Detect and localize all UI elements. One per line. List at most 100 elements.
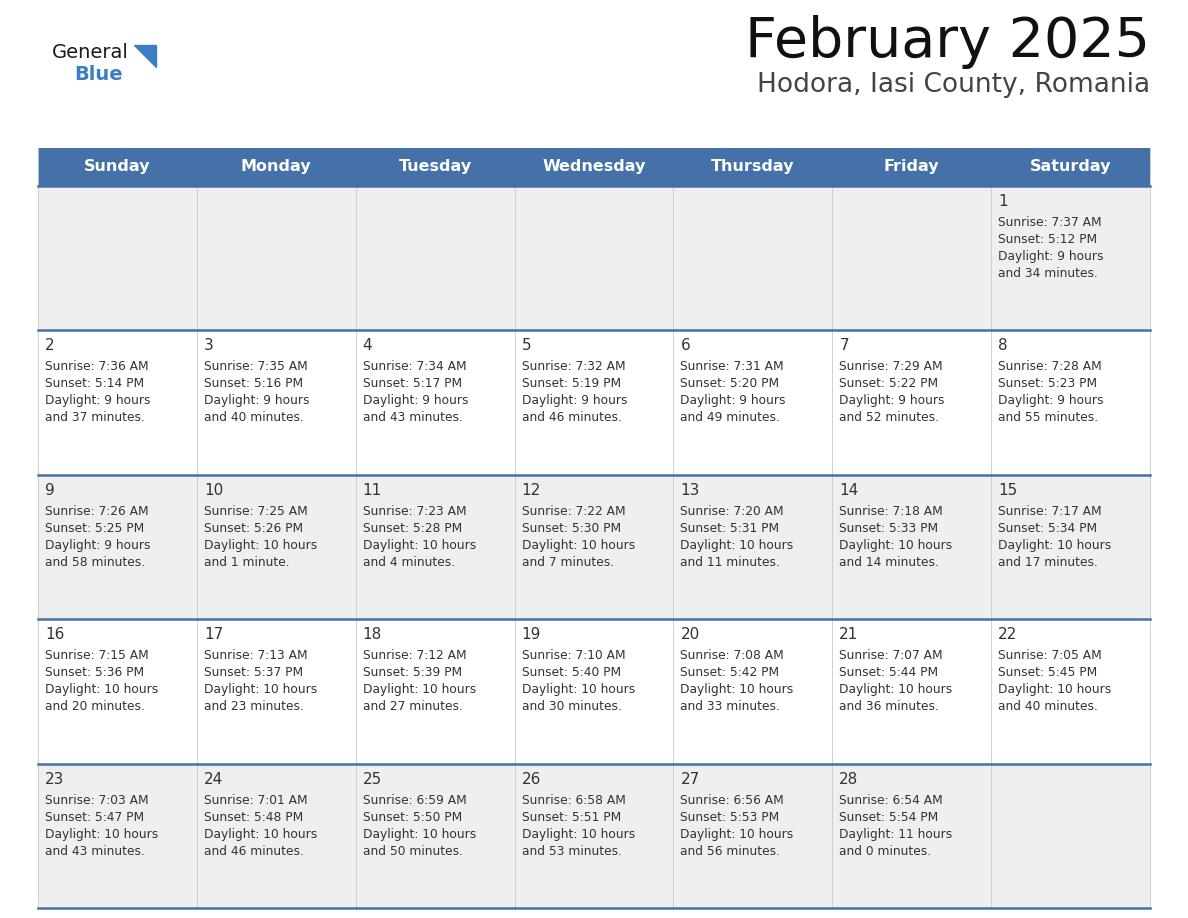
Text: Daylight: 9 hours: Daylight: 9 hours: [522, 395, 627, 408]
Text: Daylight: 11 hours: Daylight: 11 hours: [839, 828, 953, 841]
Text: 2: 2: [45, 339, 55, 353]
Text: Sunrise: 7:37 AM: Sunrise: 7:37 AM: [998, 216, 1101, 229]
Text: 6: 6: [681, 339, 690, 353]
Text: Sunrise: 6:54 AM: Sunrise: 6:54 AM: [839, 793, 943, 807]
Bar: [38, 620, 1150, 764]
Text: Sunset: 5:45 PM: Sunset: 5:45 PM: [998, 666, 1098, 679]
Text: Daylight: 10 hours: Daylight: 10 hours: [204, 683, 317, 696]
Text: Friday: Friday: [884, 160, 940, 174]
Text: Sunrise: 7:23 AM: Sunrise: 7:23 AM: [362, 505, 467, 518]
Text: 4: 4: [362, 339, 372, 353]
Text: Sunrise: 7:07 AM: Sunrise: 7:07 AM: [839, 649, 943, 662]
Text: Daylight: 9 hours: Daylight: 9 hours: [204, 395, 309, 408]
Text: and 56 minutes.: and 56 minutes.: [681, 845, 781, 857]
Text: Daylight: 10 hours: Daylight: 10 hours: [998, 683, 1112, 696]
Text: Sunset: 5:30 PM: Sunset: 5:30 PM: [522, 521, 620, 535]
Text: Daylight: 10 hours: Daylight: 10 hours: [998, 539, 1112, 552]
Text: Daylight: 9 hours: Daylight: 9 hours: [45, 539, 151, 552]
Text: Daylight: 9 hours: Daylight: 9 hours: [45, 395, 151, 408]
Text: and 36 minutes.: and 36 minutes.: [839, 700, 940, 713]
Text: and 23 minutes.: and 23 minutes.: [204, 700, 304, 713]
Text: 7: 7: [839, 339, 849, 353]
Text: and 43 minutes.: and 43 minutes.: [362, 411, 462, 424]
Text: Daylight: 9 hours: Daylight: 9 hours: [839, 395, 944, 408]
Text: Sunrise: 7:20 AM: Sunrise: 7:20 AM: [681, 505, 784, 518]
Text: Sunset: 5:39 PM: Sunset: 5:39 PM: [362, 666, 462, 679]
Text: and 37 minutes.: and 37 minutes.: [45, 411, 145, 424]
Text: Sunset: 5:47 PM: Sunset: 5:47 PM: [45, 811, 144, 823]
Text: Wednesday: Wednesday: [542, 160, 646, 174]
Text: and 4 minutes.: and 4 minutes.: [362, 555, 455, 569]
Bar: [38, 148, 1150, 186]
Bar: [38, 475, 1150, 620]
Text: Sunrise: 7:29 AM: Sunrise: 7:29 AM: [839, 361, 943, 374]
Text: Sunrise: 7:13 AM: Sunrise: 7:13 AM: [204, 649, 308, 662]
Text: and 0 minutes.: and 0 minutes.: [839, 845, 931, 857]
Text: Sunset: 5:12 PM: Sunset: 5:12 PM: [998, 233, 1098, 246]
Text: Daylight: 10 hours: Daylight: 10 hours: [522, 683, 634, 696]
Text: and 49 minutes.: and 49 minutes.: [681, 411, 781, 424]
Text: General: General: [52, 43, 128, 62]
Text: Daylight: 10 hours: Daylight: 10 hours: [681, 683, 794, 696]
Text: Sunrise: 7:28 AM: Sunrise: 7:28 AM: [998, 361, 1102, 374]
Text: Sunrise: 7:03 AM: Sunrise: 7:03 AM: [45, 793, 148, 807]
Text: and 52 minutes.: and 52 minutes.: [839, 411, 940, 424]
Text: Sunrise: 7:25 AM: Sunrise: 7:25 AM: [204, 505, 308, 518]
Text: Daylight: 10 hours: Daylight: 10 hours: [45, 683, 158, 696]
Text: Sunset: 5:51 PM: Sunset: 5:51 PM: [522, 811, 621, 823]
Text: Daylight: 10 hours: Daylight: 10 hours: [362, 539, 476, 552]
Text: Sunset: 5:22 PM: Sunset: 5:22 PM: [839, 377, 939, 390]
Text: and 34 minutes.: and 34 minutes.: [998, 267, 1098, 280]
Text: Sunset: 5:53 PM: Sunset: 5:53 PM: [681, 811, 779, 823]
Text: Sunrise: 7:26 AM: Sunrise: 7:26 AM: [45, 505, 148, 518]
Text: Blue: Blue: [74, 65, 122, 84]
Text: Daylight: 9 hours: Daylight: 9 hours: [681, 395, 786, 408]
Text: Sunset: 5:44 PM: Sunset: 5:44 PM: [839, 666, 939, 679]
Text: and 14 minutes.: and 14 minutes.: [839, 555, 940, 569]
Text: and 43 minutes.: and 43 minutes.: [45, 845, 145, 857]
Text: 12: 12: [522, 483, 541, 498]
Text: and 27 minutes.: and 27 minutes.: [362, 700, 462, 713]
Text: and 40 minutes.: and 40 minutes.: [204, 411, 304, 424]
Text: Sunrise: 6:58 AM: Sunrise: 6:58 AM: [522, 793, 625, 807]
Text: Sunrise: 7:18 AM: Sunrise: 7:18 AM: [839, 505, 943, 518]
Bar: [38, 186, 1150, 330]
Text: Saturday: Saturday: [1030, 160, 1111, 174]
Text: Sunset: 5:40 PM: Sunset: 5:40 PM: [522, 666, 620, 679]
Text: Daylight: 10 hours: Daylight: 10 hours: [681, 539, 794, 552]
Text: Sunset: 5:34 PM: Sunset: 5:34 PM: [998, 521, 1098, 535]
Text: 19: 19: [522, 627, 541, 643]
Text: 25: 25: [362, 772, 383, 787]
Text: Sunset: 5:25 PM: Sunset: 5:25 PM: [45, 521, 144, 535]
Text: Sunset: 5:54 PM: Sunset: 5:54 PM: [839, 811, 939, 823]
Text: 18: 18: [362, 627, 383, 643]
Text: Sunrise: 6:56 AM: Sunrise: 6:56 AM: [681, 793, 784, 807]
Text: 23: 23: [45, 772, 64, 787]
Text: Sunrise: 7:36 AM: Sunrise: 7:36 AM: [45, 361, 148, 374]
Text: Sunset: 5:14 PM: Sunset: 5:14 PM: [45, 377, 144, 390]
Text: and 55 minutes.: and 55 minutes.: [998, 411, 1098, 424]
Text: Monday: Monday: [241, 160, 311, 174]
Text: Daylight: 10 hours: Daylight: 10 hours: [681, 828, 794, 841]
Text: and 33 minutes.: and 33 minutes.: [681, 700, 781, 713]
Text: Daylight: 10 hours: Daylight: 10 hours: [522, 539, 634, 552]
Text: Sunrise: 7:31 AM: Sunrise: 7:31 AM: [681, 361, 784, 374]
Text: Sunset: 5:36 PM: Sunset: 5:36 PM: [45, 666, 144, 679]
Text: and 30 minutes.: and 30 minutes.: [522, 700, 621, 713]
Text: Sunset: 5:50 PM: Sunset: 5:50 PM: [362, 811, 462, 823]
Text: 21: 21: [839, 627, 859, 643]
Text: Sunset: 5:23 PM: Sunset: 5:23 PM: [998, 377, 1098, 390]
Text: Sunset: 5:20 PM: Sunset: 5:20 PM: [681, 377, 779, 390]
Text: February 2025: February 2025: [745, 15, 1150, 69]
Text: 9: 9: [45, 483, 55, 498]
Bar: [38, 764, 1150, 908]
Text: Sunrise: 7:08 AM: Sunrise: 7:08 AM: [681, 649, 784, 662]
Text: Sunrise: 7:10 AM: Sunrise: 7:10 AM: [522, 649, 625, 662]
Text: 14: 14: [839, 483, 859, 498]
Text: and 1 minute.: and 1 minute.: [204, 555, 290, 569]
Text: Sunset: 5:42 PM: Sunset: 5:42 PM: [681, 666, 779, 679]
Text: Sunrise: 7:34 AM: Sunrise: 7:34 AM: [362, 361, 467, 374]
Text: Daylight: 10 hours: Daylight: 10 hours: [204, 539, 317, 552]
Text: Daylight: 10 hours: Daylight: 10 hours: [839, 683, 953, 696]
Text: 22: 22: [998, 627, 1017, 643]
